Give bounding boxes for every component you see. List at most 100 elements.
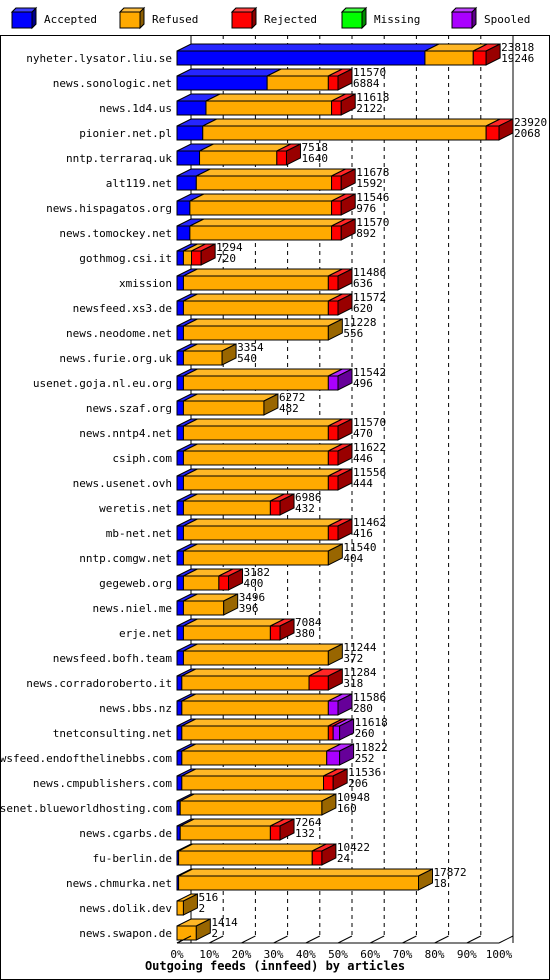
bar-segment-top — [183, 443, 343, 452]
value-label-second: 1592 — [356, 177, 383, 190]
value-label-second: 206 — [348, 777, 368, 790]
value-label-second: 556 — [343, 327, 363, 340]
bar-end-face — [337, 418, 353, 441]
tick-mark — [208, 935, 224, 944]
bar-row — [176, 118, 514, 141]
bar-segment-refused — [182, 300, 329, 316]
bar-segment-top — [205, 93, 346, 102]
category-label: newsfeed.xs3.de — [73, 302, 172, 315]
value-label-second: 976 — [356, 202, 376, 215]
bar-segment-refused — [179, 825, 271, 841]
bar-segment-top — [178, 868, 433, 877]
value-label-total: 11542 — [353, 366, 386, 379]
category-label: erje.net — [119, 627, 172, 640]
bar-segment-top — [178, 843, 327, 852]
bar-end-face — [279, 818, 295, 841]
legend-label: Spooled — [484, 13, 530, 26]
tick-mark — [369, 935, 385, 944]
bar-end-face — [339, 743, 355, 766]
category-label: news.szaf.org — [86, 402, 172, 415]
bar-segment-accepted — [176, 475, 184, 491]
bar-end-face — [337, 268, 353, 291]
bar-segment-rejected — [269, 825, 281, 841]
bar-segment-refused — [181, 725, 329, 741]
bar-segment-rejected — [327, 300, 339, 316]
bar-row — [176, 243, 216, 266]
bar-end-face — [337, 443, 353, 466]
bar-segment-top — [179, 818, 285, 827]
value-label-second: 444 — [353, 477, 373, 490]
bar-segment-accepted — [176, 725, 183, 741]
bar-row — [176, 293, 353, 316]
bar-segment-top — [183, 518, 343, 527]
bar-segment-accepted — [176, 200, 191, 216]
bar-segment-rejected — [190, 250, 202, 266]
bar-segment-rejected — [327, 475, 339, 491]
bar-segment-rejected — [269, 625, 281, 641]
value-label-total: 1414 — [211, 916, 238, 929]
bar-row — [176, 843, 337, 866]
bar-segment-top — [183, 643, 343, 652]
value-label-total: 11678 — [356, 166, 389, 179]
value-label-total: 11462 — [353, 516, 386, 529]
value-label-total: 11540 — [343, 541, 376, 554]
value-label-second: 446 — [353, 452, 373, 465]
category-label: news.cmpublishers.com — [33, 777, 172, 790]
bar-segment-top — [189, 218, 346, 227]
bar-segment-accepted — [176, 400, 184, 416]
bar-segment-rejected — [327, 425, 339, 441]
bar-segment-refused — [189, 225, 333, 241]
bar-end-face — [221, 343, 237, 366]
category-label: usenet.goja.nl.eu.org — [33, 377, 172, 390]
bar-segment-refused — [182, 425, 329, 441]
bar-segment-accepted — [176, 425, 184, 441]
bar-row — [176, 368, 353, 391]
category-label: tnetconsulting.net — [53, 727, 172, 740]
category-label: news.hispagatos.org — [46, 202, 172, 215]
legend-item-spooled: Spooled — [450, 6, 530, 30]
bar-segment-refused — [182, 375, 329, 391]
bar-row — [176, 518, 353, 541]
bar-segment-rejected — [331, 175, 342, 191]
bar-segment-refused — [195, 175, 333, 191]
value-label-second: 404 — [343, 552, 363, 565]
category-label: nntp.comgw.net — [79, 552, 172, 565]
bar-segment-top — [183, 543, 343, 552]
bar-segment-rejected — [327, 725, 334, 741]
value-label-second: 432 — [295, 502, 315, 515]
bar-end-face — [337, 68, 353, 91]
bar-segment-rejected — [323, 775, 334, 791]
bar-end-face — [223, 593, 239, 616]
bar-segment-refused — [179, 800, 323, 816]
bar-segment-refused — [182, 575, 220, 591]
tick-mark — [402, 935, 417, 944]
x-axis: 0% 10% 20% 30% 40% 50% 60% 70% 80% 90% 100% — [170, 935, 514, 961]
value-label-total: 11228 — [343, 316, 376, 329]
bar-segment-refused — [176, 900, 184, 916]
bar-segment-accepted — [176, 375, 184, 391]
value-label-total: 11570 — [356, 216, 389, 229]
value-label-total: 11570 — [353, 416, 386, 429]
category-label: mb-net.net — [106, 527, 172, 540]
tick-mark — [466, 935, 482, 944]
bar-row — [176, 743, 355, 766]
x-tick-label: 0% — [170, 948, 184, 961]
value-label-second: 160 — [337, 802, 357, 815]
bar-segment-refused — [181, 675, 310, 691]
x-tick-label: 60% — [360, 948, 380, 961]
category-label: newsfeed.endofthelinebbs.com — [0, 752, 172, 765]
value-label-total: 6272 — [279, 391, 306, 404]
category-label: news.furie.org.uk — [59, 352, 172, 365]
bar-segment-refused — [181, 775, 325, 791]
bar-end-face — [279, 493, 295, 516]
tick-mark — [498, 935, 514, 944]
value-label-total: 11622 — [353, 441, 386, 454]
value-label-second: 400 — [244, 577, 264, 590]
bar-row — [176, 93, 356, 116]
bar-segment-top — [183, 493, 285, 502]
bar-segment-rejected — [276, 150, 287, 166]
bar-row — [176, 793, 337, 816]
bar-row — [176, 168, 356, 191]
bar-segment-top — [189, 193, 346, 202]
